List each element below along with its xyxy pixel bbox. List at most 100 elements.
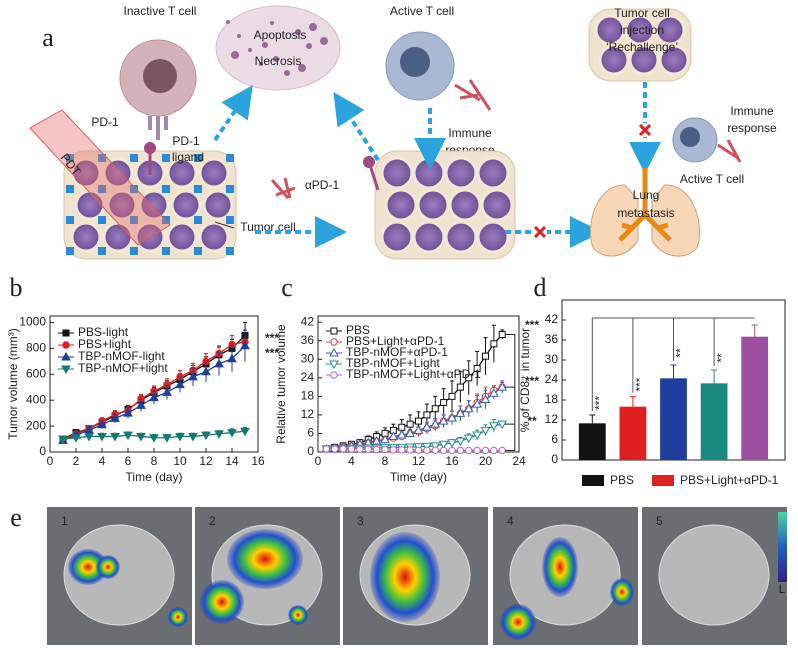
- nmof-dot: [162, 247, 170, 255]
- x-tick-label: 12: [412, 454, 426, 468]
- marker: [438, 416, 449, 425]
- tumor-cell: [654, 14, 686, 46]
- nmof-dot: [130, 185, 138, 193]
- marker: [347, 445, 356, 453]
- y-axis-label: % of CD8⁺ in tumor: [518, 328, 532, 432]
- label: Tumor cell: [614, 6, 670, 20]
- ligand: [368, 164, 380, 191]
- signal: [200, 580, 244, 624]
- debris: [248, 48, 252, 52]
- significance: ***: [525, 374, 539, 388]
- marker: [71, 434, 81, 443]
- tumor-cell: [166, 221, 198, 253]
- debris: [298, 64, 306, 72]
- marker: [447, 439, 457, 448]
- x-tick-label: 10: [173, 454, 187, 468]
- label: Active T cell: [390, 4, 454, 18]
- significance: ***: [265, 331, 279, 345]
- legend-label: PBS: [610, 473, 634, 487]
- marker: [62, 329, 70, 337]
- marker: [489, 388, 499, 397]
- y-tick-label: 1000: [19, 315, 46, 329]
- y-tick-label: 200: [26, 418, 46, 432]
- label: Necrosis: [255, 54, 302, 68]
- marker: [423, 446, 431, 454]
- marker: [497, 420, 508, 430]
- tumor-cell: [166, 157, 198, 189]
- marker: [214, 430, 224, 439]
- ligand-head: [363, 156, 375, 168]
- t-nucleus: [400, 47, 430, 77]
- tumor-cell: [380, 156, 414, 190]
- bar: [741, 336, 769, 460]
- debris: [231, 51, 239, 59]
- legend-label: PBS: [346, 323, 370, 337]
- marker: [201, 431, 211, 441]
- y-tick-label: 18: [301, 389, 315, 403]
- x-tick-label: 0: [47, 454, 54, 468]
- y-tick-label: 30: [545, 352, 559, 366]
- marker: [339, 445, 347, 453]
- signal: [542, 537, 578, 597]
- marker: [456, 383, 464, 391]
- nmof-dot: [162, 216, 170, 224]
- organ: [658, 524, 770, 626]
- marker: [448, 446, 456, 455]
- label: ‘Rechallenge’: [606, 40, 678, 54]
- tumor-cell: [476, 156, 510, 190]
- marker: [465, 446, 473, 455]
- marker: [498, 331, 506, 339]
- tumor-cell: [628, 44, 660, 76]
- t-nucleus: [680, 127, 700, 147]
- apoptosis-cloud: [215, 5, 341, 91]
- marker: [201, 366, 211, 376]
- signal: [370, 532, 440, 622]
- significance: ***: [633, 377, 647, 391]
- bar: [619, 406, 647, 460]
- marker: [227, 429, 237, 438]
- tumor-cell: [444, 220, 478, 254]
- tumor-cell: [70, 221, 102, 253]
- label: PD-1: [91, 115, 119, 129]
- ligand-head: [144, 142, 156, 154]
- nmof-dot: [226, 247, 234, 255]
- nmof-dot: [98, 247, 106, 255]
- x-tick-label: 12: [199, 454, 213, 468]
- marker: [381, 445, 389, 454]
- bar: [660, 378, 687, 460]
- series-line: [326, 386, 503, 450]
- marker: [414, 446, 423, 454]
- debris: [237, 34, 241, 38]
- tumor-cell: [138, 189, 170, 221]
- nmof-dot: [162, 154, 170, 162]
- series-line: [326, 334, 503, 450]
- legend-label: PBS-light: [78, 325, 129, 339]
- series-line: [326, 423, 503, 450]
- marker: [175, 432, 185, 442]
- series-line: [326, 448, 503, 452]
- nmof-dot: [226, 154, 234, 162]
- y-axis-label: Relative tumor volume: [274, 324, 288, 444]
- marker: [473, 446, 481, 455]
- x-tick-label: 4: [348, 454, 355, 468]
- tumor-cell: [106, 189, 138, 221]
- marker: [364, 445, 372, 453]
- marker: [456, 446, 465, 455]
- legend-label: TBP-nMOF+light: [78, 361, 168, 375]
- y-tick-label: 6: [307, 426, 314, 440]
- y-tick-label: 0: [551, 452, 558, 466]
- bracket: [504, 334, 516, 451]
- marker: [430, 419, 441, 428]
- marker: [149, 392, 159, 402]
- tumor-cell: [594, 14, 626, 46]
- nmof-dot: [194, 154, 202, 162]
- signal: [227, 529, 303, 589]
- y-tick-label: 400: [26, 392, 46, 406]
- marker: [465, 374, 473, 382]
- pdt-beam: [29, 109, 171, 246]
- label: Active T cell: [680, 172, 744, 186]
- y-tick-label: 24: [545, 372, 559, 386]
- nmof-dot: [130, 216, 138, 224]
- marker: [440, 399, 448, 407]
- pd1: [148, 116, 168, 140]
